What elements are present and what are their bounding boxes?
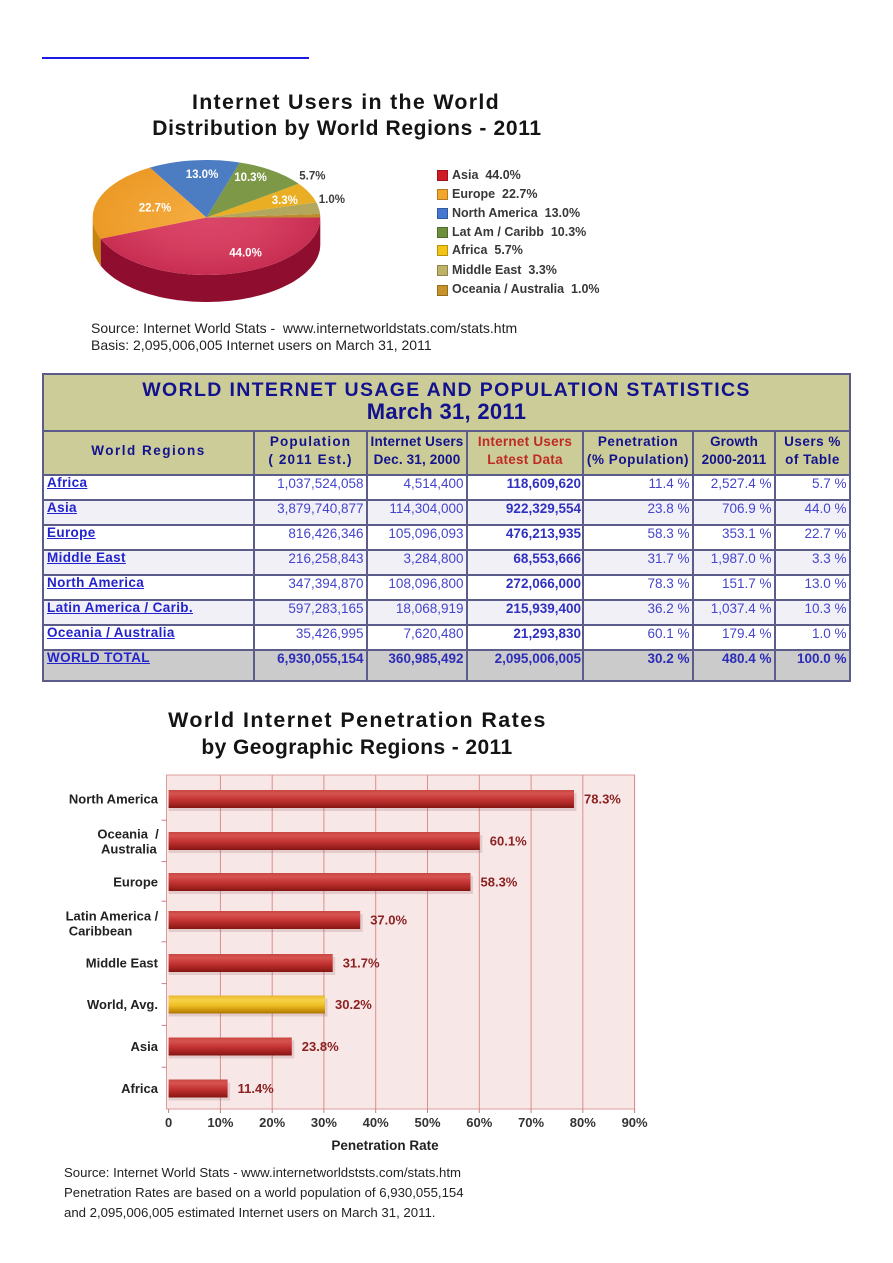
svg-text:30.2%: 30.2%: [335, 997, 372, 1012]
svg-text:13.0%: 13.0%: [186, 169, 219, 181]
svg-text:3.3%: 3.3%: [272, 195, 298, 207]
svg-text:50%: 50%: [414, 1115, 440, 1130]
svg-text:60.1%: 60.1%: [490, 834, 527, 849]
svg-text:Africa: Africa: [121, 1081, 159, 1096]
svg-text:Penetration Rate: Penetration Rate: [331, 1138, 439, 1153]
svg-text:60%: 60%: [466, 1115, 492, 1130]
svg-text:Middle East: Middle East: [86, 956, 159, 971]
svg-text:20%: 20%: [259, 1115, 285, 1130]
svg-text:37.0%: 37.0%: [370, 913, 407, 928]
svg-text:30%: 30%: [311, 1115, 337, 1130]
svg-text:Oceania /: Oceania /: [97, 827, 159, 842]
svg-text:North America: North America: [69, 792, 159, 807]
svg-text:Europe: Europe: [113, 875, 158, 890]
svg-text:10.3%: 10.3%: [234, 172, 267, 184]
svg-text:0: 0: [165, 1115, 172, 1130]
svg-text:10%: 10%: [207, 1115, 233, 1130]
svg-text:22.7%: 22.7%: [139, 203, 172, 215]
svg-text:1.0%: 1.0%: [319, 194, 345, 206]
svg-text:40%: 40%: [363, 1115, 389, 1130]
svg-text:Caribbean: Caribbean: [69, 924, 133, 939]
svg-text:78.3%: 78.3%: [584, 792, 621, 807]
svg-text:58.3%: 58.3%: [481, 875, 518, 890]
svg-text:11.4%: 11.4%: [238, 1081, 275, 1096]
svg-text:Latin America /: Latin America /: [66, 909, 159, 924]
svg-text:23.8%: 23.8%: [302, 1039, 339, 1054]
svg-text:70%: 70%: [518, 1115, 544, 1130]
svg-text:31.7%: 31.7%: [343, 956, 380, 971]
svg-text:80%: 80%: [570, 1115, 596, 1130]
svg-text:Asia: Asia: [131, 1039, 159, 1054]
svg-text:Australia: Australia: [101, 842, 157, 857]
svg-text:5.7%: 5.7%: [299, 171, 325, 183]
svg-text:90%: 90%: [622, 1115, 648, 1130]
svg-text:World, Avg.: World, Avg.: [87, 997, 158, 1012]
svg-text:44.0%: 44.0%: [229, 248, 262, 260]
